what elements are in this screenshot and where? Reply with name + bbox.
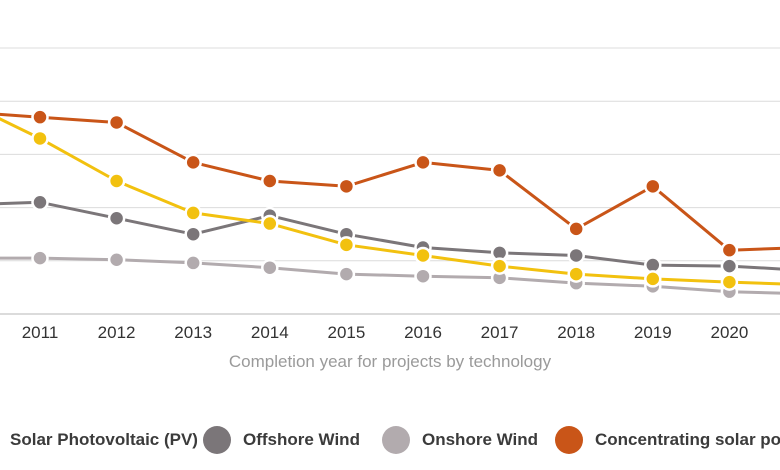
data-point-1-10 bbox=[720, 257, 739, 275]
x-tick-label: 2020 bbox=[710, 323, 748, 342]
series-line-1 bbox=[0, 200, 780, 271]
data-point-0-1 bbox=[31, 129, 49, 148]
x-tick-label: 2018 bbox=[557, 323, 595, 342]
data-point-3-10 bbox=[720, 241, 739, 259]
data-point-0-5 bbox=[337, 236, 356, 254]
legend-swatch-csp bbox=[555, 426, 583, 454]
legend-swatch-onshore-wind bbox=[382, 426, 410, 454]
x-tick-label: 2011 bbox=[22, 323, 59, 342]
legend-item-solar-pv: Solar Photovoltaic (PV) bbox=[0, 422, 198, 458]
legend-label-csp: Concentrating solar power bbox=[595, 430, 780, 449]
data-point-3-8 bbox=[567, 220, 585, 238]
data-point-2-4 bbox=[261, 258, 279, 277]
data-point-0-3 bbox=[184, 204, 202, 222]
x-axis-title: Completion year for projects by technolo… bbox=[228, 352, 552, 371]
x-tick-label: 2016 bbox=[404, 323, 442, 342]
legend-item-offshore-wind: Offshore Wind bbox=[203, 422, 360, 458]
data-point-0-6 bbox=[414, 246, 432, 265]
series-line-3 bbox=[0, 112, 780, 252]
data-point-1-1 bbox=[31, 193, 49, 212]
data-point-3-6 bbox=[414, 153, 432, 172]
legend-label-offshore-wind: Offshore Wind bbox=[243, 430, 360, 449]
data-point-2-1 bbox=[31, 249, 49, 267]
x-tick-label: 2015 bbox=[327, 323, 365, 342]
data-point-3-1 bbox=[31, 108, 49, 126]
series-line-0 bbox=[0, 117, 780, 286]
legend-label-solar-pv: Solar Photovoltaic (PV) bbox=[10, 430, 198, 449]
legend-label-onshore-wind: Onshore Wind bbox=[422, 430, 539, 449]
legend-swatch-offshore-wind bbox=[203, 426, 231, 454]
x-tick-label: 2017 bbox=[481, 323, 519, 342]
data-point-2-5 bbox=[337, 265, 356, 283]
data-point-0-7 bbox=[490, 257, 509, 275]
data-point-2-3 bbox=[184, 254, 202, 272]
data-point-3-9 bbox=[644, 177, 662, 196]
data-point-3-7 bbox=[490, 161, 509, 180]
x-tick-label: 2019 bbox=[634, 323, 672, 342]
data-point-2-2 bbox=[107, 250, 126, 269]
data-point-2-6 bbox=[414, 267, 432, 285]
x-tick-label: 2012 bbox=[98, 323, 136, 342]
data-point-1-2 bbox=[107, 209, 126, 227]
x-tick-label: 2013 bbox=[174, 323, 212, 342]
data-point-0-9 bbox=[644, 270, 662, 288]
data-point-3-4 bbox=[261, 172, 279, 190]
data-point-1-8 bbox=[567, 246, 585, 265]
data-point-3-3 bbox=[184, 153, 202, 172]
x-tick-label: 2014 bbox=[251, 323, 289, 342]
data-point-3-2 bbox=[107, 113, 126, 132]
data-point-0-2 bbox=[107, 172, 126, 190]
series-line-2 bbox=[0, 256, 780, 295]
data-point-0-8 bbox=[567, 265, 585, 283]
data-point-0-10 bbox=[720, 273, 739, 291]
legend-item-csp: Concentrating solar power bbox=[555, 422, 780, 458]
data-point-1-3 bbox=[184, 225, 202, 243]
data-point-3-5 bbox=[337, 177, 356, 196]
legend-item-onshore-wind: Onshore Wind bbox=[382, 422, 538, 458]
legend: Solar Photovoltaic (PV) Offshore Wind On… bbox=[0, 422, 780, 458]
data-point-0-4 bbox=[261, 214, 279, 233]
